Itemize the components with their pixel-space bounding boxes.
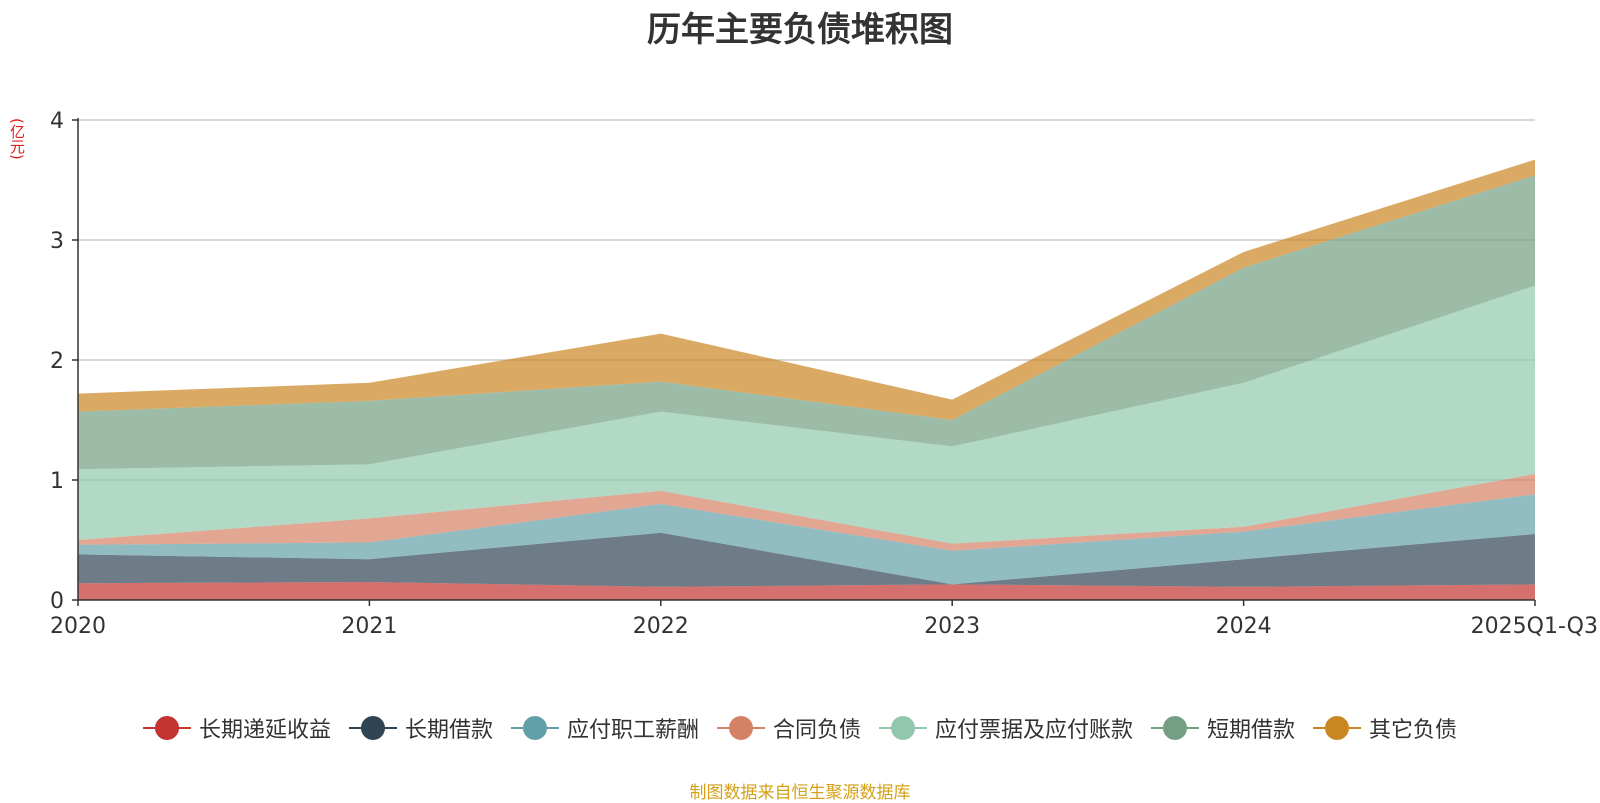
area-series-3[interactable] — [78, 474, 1535, 551]
area-series-1[interactable] — [78, 532, 1535, 587]
legend-item-0[interactable]: 长期递延收益 — [142, 712, 331, 744]
x-tick-label: 2021 — [341, 614, 397, 639]
legend-item-3[interactable]: 合同负债 — [716, 712, 861, 744]
area-series-4[interactable] — [78, 285, 1535, 544]
legend-item-4[interactable]: 应付票据及应付账款 — [879, 712, 1133, 744]
x-tick-label: 2020 — [50, 614, 106, 639]
y-tick-label: 4 — [50, 109, 64, 134]
legend-label: 合同负债 — [772, 718, 861, 743]
legend-item-6[interactable]: 其它负债 — [1313, 712, 1457, 744]
x-tick-label: 2024 — [1216, 614, 1272, 639]
y-tick-label: 3 — [50, 229, 64, 254]
legend-marker-icon — [716, 715, 765, 741]
area-series-2[interactable] — [78, 494, 1535, 585]
area-series-6[interactable] — [78, 159, 1535, 420]
stacked-area-chart: 0 1 2 3 4 2020 2021 2022 2023 2024 2025Q1-Q3 — [50, 109, 1598, 639]
legend-label: 长期递延收益 — [198, 718, 331, 743]
area-series-0[interactable] — [78, 582, 1535, 600]
legend-item-5[interactable]: 短期借款 — [1151, 712, 1295, 744]
legend-marker-icon — [510, 715, 559, 741]
legend-marker-icon — [1313, 715, 1362, 741]
legend-label: 应付票据及应付账款 — [935, 718, 1134, 743]
legend-label: 其它负债 — [1369, 718, 1458, 743]
area-series-5[interactable] — [78, 175, 1535, 470]
y-axis-unit-label: (亿元) — [8, 118, 26, 160]
legend-marker-icon — [142, 715, 191, 741]
legend-label: 短期借款 — [1207, 718, 1296, 743]
legend: 长期递延收益 长期借款 应付职工薪酬 合同负债 应付票据及应付账款 短期借款 其它负债 — [0, 712, 1600, 744]
legend-label: 长期借款 — [404, 718, 493, 743]
y-tick-label: 1 — [50, 469, 64, 494]
y-tick-label: 2 — [50, 349, 64, 374]
legend-label: 应付职工薪酬 — [566, 718, 699, 743]
y-tick-label: 0 — [50, 589, 64, 614]
legend-marker-icon — [879, 715, 927, 741]
legend-marker-icon — [348, 715, 397, 741]
source-note: 制图数据来自恒生聚源数据库 — [689, 783, 911, 803]
x-tick-label: 2025Q1-Q3 — [1471, 614, 1598, 639]
x-tick-label: 2023 — [924, 614, 980, 639]
x-tick-label: 2022 — [633, 614, 689, 639]
legend-item-1[interactable]: 长期借款 — [348, 712, 493, 744]
axes: 0 1 2 3 4 2020 2021 2022 2023 2024 2025Q1-Q3 — [50, 109, 1598, 639]
chart-title: 历年主要负债堆积图 — [647, 10, 953, 50]
area-series — [78, 159, 1535, 600]
legend-marker-icon — [1151, 715, 1200, 741]
legend-item-2[interactable]: 应付职工薪酬 — [510, 712, 699, 744]
